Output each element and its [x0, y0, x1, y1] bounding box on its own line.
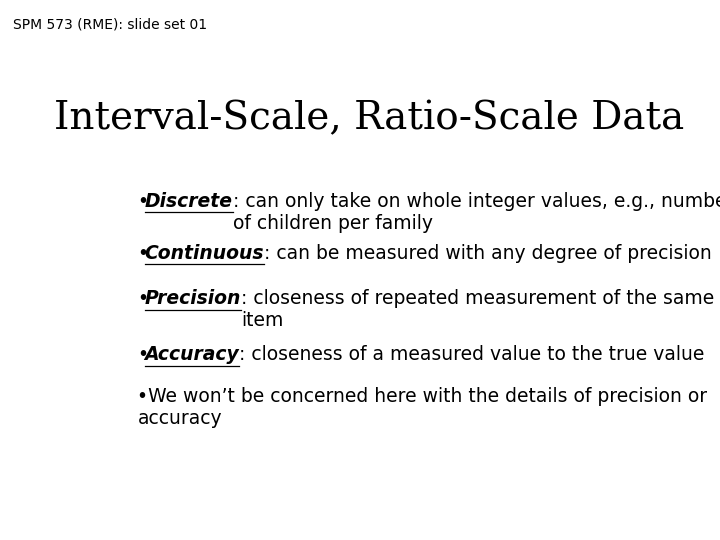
Text: Continuous: Continuous [145, 244, 264, 262]
Text: : can be measured with any degree of precision: : can be measured with any degree of pre… [264, 244, 712, 262]
Text: Discrete: Discrete [145, 192, 233, 211]
Text: : closeness of repeated measurement of the same
item: : closeness of repeated measurement of t… [241, 289, 714, 330]
Text: SPM 573 (RME): slide set 01: SPM 573 (RME): slide set 01 [13, 17, 207, 31]
Text: : can only take on whole integer values, e.g., number
of children per family: : can only take on whole integer values,… [233, 192, 720, 233]
Text: •: • [138, 192, 148, 211]
Text: Interval-Scale, Ratio-Scale Data: Interval-Scale, Ratio-Scale Data [54, 100, 684, 137]
Text: •We won’t be concerned here with the details of precision or
accuracy: •We won’t be concerned here with the det… [138, 387, 708, 428]
Text: •: • [138, 346, 148, 365]
Text: •: • [138, 244, 148, 262]
Text: •: • [138, 289, 148, 308]
Text: : closeness of a measured value to the true value: : closeness of a measured value to the t… [240, 346, 705, 365]
Text: Accuracy: Accuracy [145, 346, 240, 365]
Text: Precision: Precision [145, 289, 241, 308]
